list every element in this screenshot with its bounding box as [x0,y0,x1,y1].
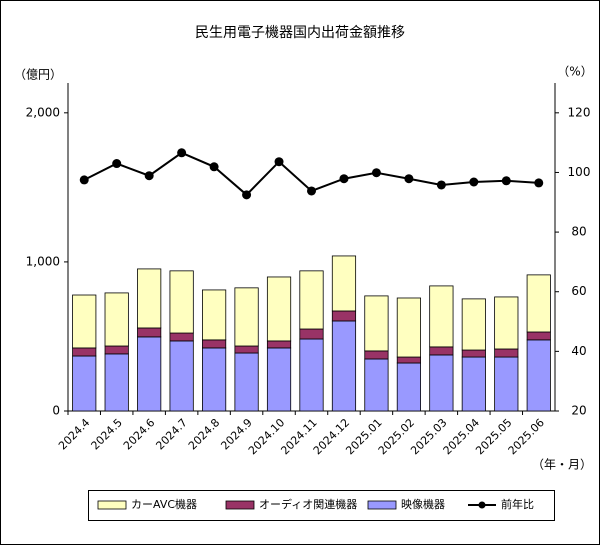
legend-swatch [478,501,486,509]
bar [429,346,454,356]
x-axis-label: （年・月） [532,458,592,472]
bar [137,336,162,412]
bar [299,328,324,340]
legend-swatch [225,500,255,510]
line-marker [112,159,122,169]
legend-swatch [97,500,127,510]
bar [396,356,421,364]
line-marker [501,176,511,186]
y2-tick-label: 80 [571,225,586,239]
bar [299,270,324,330]
line-marker [177,148,187,158]
bar [137,327,162,338]
line-marker [79,175,89,185]
line-marker [371,168,381,178]
line-marker [469,177,479,187]
chart-title: 民生用電子機器国内出荷金額推移 [195,25,405,41]
legend-label: 映像機器 [401,497,445,511]
bar [202,339,227,349]
bar [202,347,227,412]
y-tick-label: 2,000 [26,105,60,119]
bar [169,270,194,334]
bar [364,350,389,360]
bar [72,355,97,412]
line-marker [404,174,414,184]
bar [72,347,97,357]
line-marker [209,162,219,172]
bar [234,352,259,412]
bar [169,332,194,342]
bar [266,276,292,342]
bar [461,298,486,351]
bar [461,356,486,412]
y2-tick-label: 40 [571,344,586,358]
y-axis-label: （億円） [14,68,62,82]
y-tick-label: 1,000 [26,254,60,268]
y2-tick-label: 60 [571,284,586,298]
bar [234,345,259,354]
bar [202,289,227,341]
bar [266,340,292,349]
bar [526,274,551,333]
y-tick-label: 0 [52,404,60,418]
bar [137,268,162,329]
line-marker [436,180,446,190]
legend-box [88,490,555,521]
bar [331,320,357,412]
bar [72,294,97,349]
bar [169,340,194,412]
bar [429,285,454,348]
bar [299,338,324,412]
bar [331,255,357,312]
bar [331,310,357,322]
y2-tick-label: 20 [571,404,586,418]
bar [364,295,389,352]
bar [461,349,486,358]
bar [364,358,389,412]
bar [396,297,421,358]
legend-label: 前年比 [501,497,534,511]
legend-swatch [367,500,397,510]
legend-label: カーAVC機器 [131,497,197,511]
bar [526,331,551,341]
bar [104,353,129,412]
bar [494,348,519,358]
y2-tick-label: 120 [568,105,591,119]
line-marker [307,186,316,196]
bar [526,339,551,412]
y2-tick-label: 100 [568,165,591,179]
bar [494,296,519,350]
line-marker [242,190,252,200]
bar [396,362,421,412]
bar [104,345,129,355]
line-marker [534,178,544,188]
bar [234,287,259,347]
bar [266,347,292,412]
bar [494,356,519,412]
bar [104,292,129,347]
line-marker [274,157,284,167]
line-marker [339,174,349,184]
legend-label: オーディオ関連機器 [259,497,357,511]
y2-axis-label: （%） [557,65,592,79]
bar [429,354,454,412]
line-marker [144,171,154,181]
